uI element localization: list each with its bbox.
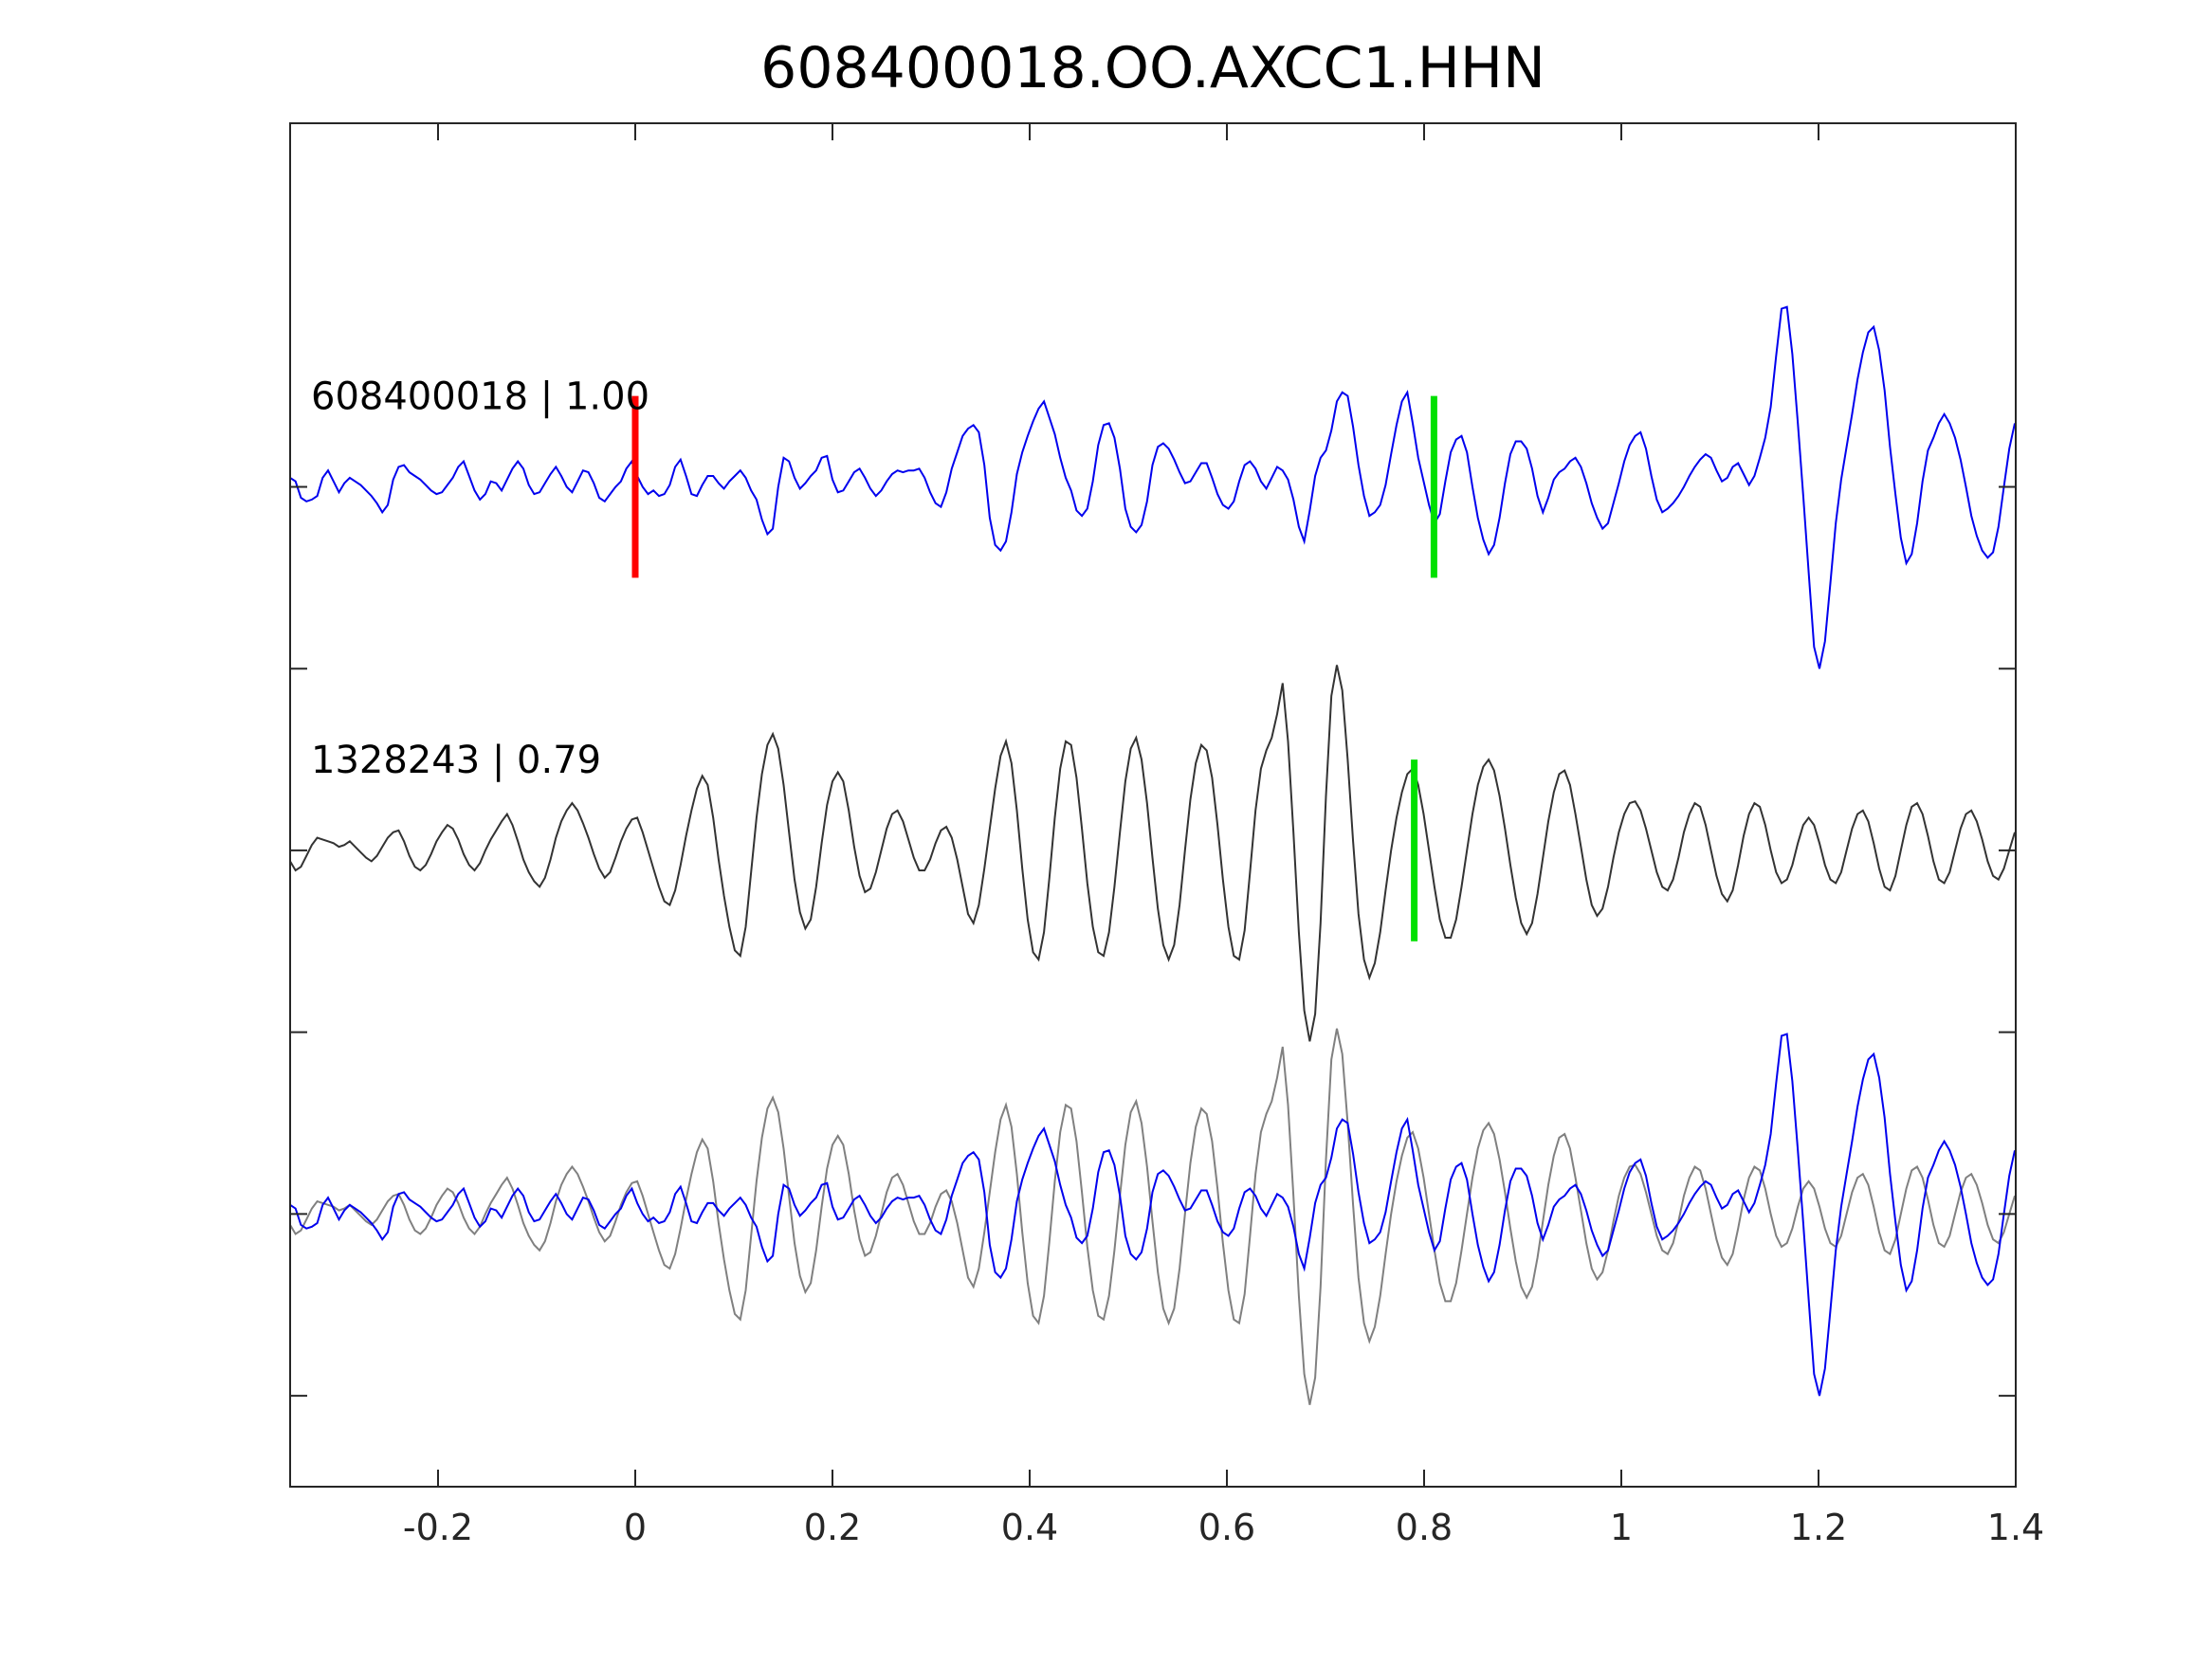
x-tick-label: 1	[1610, 1507, 1633, 1548]
trace-label-1: 1328243 | 0.79	[311, 739, 601, 782]
axes-box	[289, 122, 2017, 1488]
x-tick-label: 1.4	[1987, 1507, 2044, 1548]
x-tick-label: 1.2	[1790, 1507, 1847, 1548]
trace-label-0: 608400018 | 1.00	[311, 375, 649, 419]
overlay-template-trace	[289, 1033, 2016, 1397]
overlay-match-trace	[289, 1028, 2016, 1405]
axes: -0.2 0 0.2 0.4 0.6 0.8 1 1.2 1.4	[289, 122, 2044, 1548]
x-tick-label: 0.6	[1198, 1507, 1255, 1548]
x-tick-label: 0.2	[804, 1507, 861, 1548]
match-trace	[289, 665, 2016, 1042]
template-trace	[289, 305, 2016, 669]
x-tick-label: 0.4	[1001, 1507, 1058, 1548]
x-tick-label: 0.8	[1396, 1507, 1453, 1548]
x-tick-label: -0.2	[403, 1507, 473, 1548]
chart-title: 608400018.OO.AXCC1.HHN	[760, 35, 1545, 101]
plot-area	[289, 305, 2016, 1405]
trace-labels: 608400018 | 1.00 1328243 | 0.79	[311, 375, 649, 782]
x-tick-label: 0	[624, 1507, 647, 1548]
